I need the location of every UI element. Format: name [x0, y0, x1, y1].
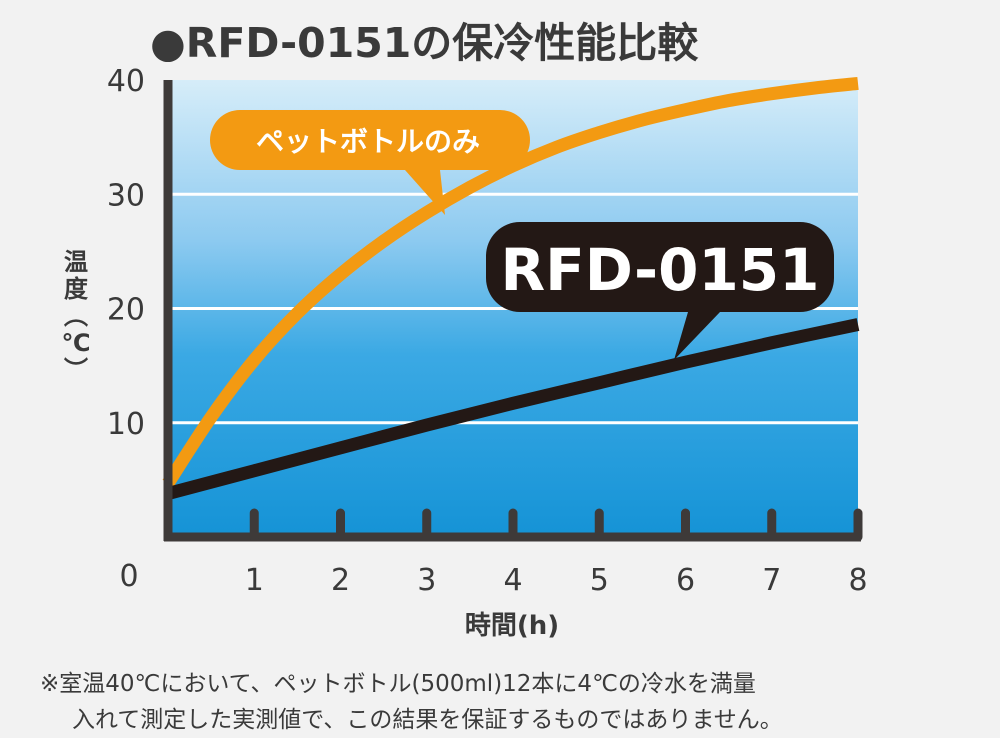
x-axis-label: 時間(h) — [465, 611, 559, 641]
x-tick-label-2: 2 — [331, 563, 350, 598]
footnote-line-2: 入れて測定した実測値で、この結果を保証するものではありません。 — [72, 707, 783, 733]
callout-rfd-bubble — [486, 222, 834, 360]
callout-petbottle: ペットボトルのみ — [210, 110, 530, 215]
x-tick-label-4: 4 — [503, 563, 522, 598]
x-tick-label-8: 8 — [848, 563, 867, 598]
y-tick-label-40: 40 — [107, 64, 145, 99]
y-tick-label-20: 20 — [107, 293, 145, 328]
y-axis-label: 温度︵ ℃ ︶ — [61, 248, 90, 384]
x-tick-label-5: 5 — [590, 563, 609, 598]
chart-title: ●RFD-0151の保冷性能比較 — [150, 19, 699, 67]
x-tick-label-3: 3 — [417, 563, 436, 598]
y-tick-label-10: 10 — [107, 407, 145, 442]
callout-petbottle-bubble — [210, 110, 530, 215]
callout-petbottle-label: ペットボトルのみ — [256, 125, 480, 158]
callout-rfd: RFD-0151 — [486, 222, 834, 360]
footnote-line-1: ※室温40℃において、ペットボトル(500ml)12本に4℃の冷水を満量 — [40, 671, 756, 697]
callout-rfd-label: RFD-0151 — [501, 236, 820, 304]
origin-label: 0 — [119, 559, 138, 594]
axes — [163, 80, 863, 542]
x-tick-label-6: 6 — [676, 563, 695, 598]
y-tick-label-30: 30 — [107, 178, 145, 213]
series-line-rfd — [166, 318, 860, 500]
x-tick-label-1: 1 — [245, 563, 264, 598]
x-tick-label-7: 7 — [762, 563, 781, 598]
tick-labels: 1 2 3 4 5 6 7 8 10 20 30 40 — [107, 64, 868, 598]
